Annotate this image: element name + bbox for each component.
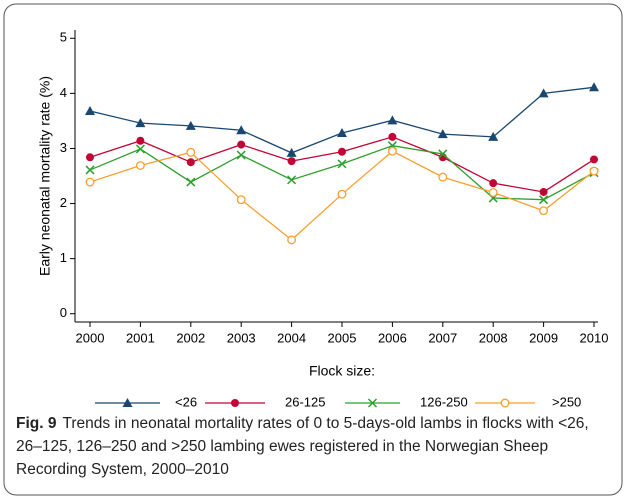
marker xyxy=(539,206,549,216)
marker xyxy=(337,189,347,199)
y-tick-label: 2 xyxy=(60,195,67,210)
y-tick-label: 3 xyxy=(60,140,67,155)
legend-marker xyxy=(122,398,133,407)
x-tick-label: 2000 xyxy=(76,330,105,345)
marker xyxy=(388,132,397,141)
marker xyxy=(438,172,448,182)
marker xyxy=(136,136,145,145)
marker xyxy=(236,195,246,205)
marker xyxy=(236,125,247,135)
legend-marker xyxy=(367,398,378,408)
legend-marker xyxy=(500,398,510,408)
marker xyxy=(186,147,196,157)
marker xyxy=(488,188,498,197)
marker xyxy=(438,149,448,159)
x-tick-label: 2001 xyxy=(126,330,155,345)
x-tick-label: 2010 xyxy=(580,330,609,345)
marker xyxy=(488,131,499,141)
marker xyxy=(135,144,145,154)
y-tick-label: 5 xyxy=(60,30,67,45)
marker xyxy=(186,158,195,167)
marker xyxy=(237,140,246,149)
marker xyxy=(387,146,397,156)
marker xyxy=(589,166,599,176)
marker xyxy=(287,235,297,245)
legend-label: 26-125 xyxy=(285,394,325,409)
marker xyxy=(489,179,498,188)
marker xyxy=(387,115,398,125)
x-tick-label: 2008 xyxy=(479,330,508,345)
marker xyxy=(287,175,297,185)
x-tick-label: 2009 xyxy=(529,330,558,345)
legend-label: 126-250 xyxy=(420,394,468,409)
y-tick-label: 4 xyxy=(60,85,67,100)
marker xyxy=(590,155,598,164)
x-tick-label: 2004 xyxy=(277,330,306,345)
marker xyxy=(287,157,296,166)
x-tick-label: 2002 xyxy=(176,330,205,345)
marker xyxy=(437,129,448,139)
marker xyxy=(186,177,196,187)
marker xyxy=(338,147,346,156)
caption: Fig. 9 Trends in neonatal mortality rates… xyxy=(16,412,612,481)
marker xyxy=(337,159,347,169)
y-tick-label: 0 xyxy=(60,305,67,320)
marker xyxy=(286,147,297,157)
y-tick-label: 1 xyxy=(60,250,67,265)
marker xyxy=(539,195,549,205)
x-tick-label: 2006 xyxy=(378,330,407,345)
marker xyxy=(185,120,196,130)
legend-label: <26 xyxy=(175,394,197,409)
marker xyxy=(135,161,145,170)
marker xyxy=(85,177,95,187)
y-axis-label: Early neonatal mortality rate (%) xyxy=(37,76,53,276)
marker xyxy=(236,150,246,160)
legend-marker xyxy=(231,399,239,407)
x-tick-label: 2003 xyxy=(227,330,256,345)
caption-text: Trends in neonatal mortality rates of 0 … xyxy=(16,415,589,478)
marker xyxy=(85,105,95,115)
marker xyxy=(538,88,549,98)
frame xyxy=(3,3,623,496)
marker xyxy=(85,165,95,175)
figure-label: Fig. 9 xyxy=(16,415,57,432)
marker xyxy=(539,187,548,196)
legend-label: >250 xyxy=(552,394,581,409)
x-tick-label: 2005 xyxy=(328,330,357,345)
marker xyxy=(337,128,347,138)
series-line xyxy=(89,86,595,154)
legend-title: Flock size: xyxy=(309,363,375,379)
marker xyxy=(589,82,599,92)
x-tick-label: 2007 xyxy=(428,330,457,345)
marker xyxy=(86,153,94,162)
marker xyxy=(135,118,146,128)
